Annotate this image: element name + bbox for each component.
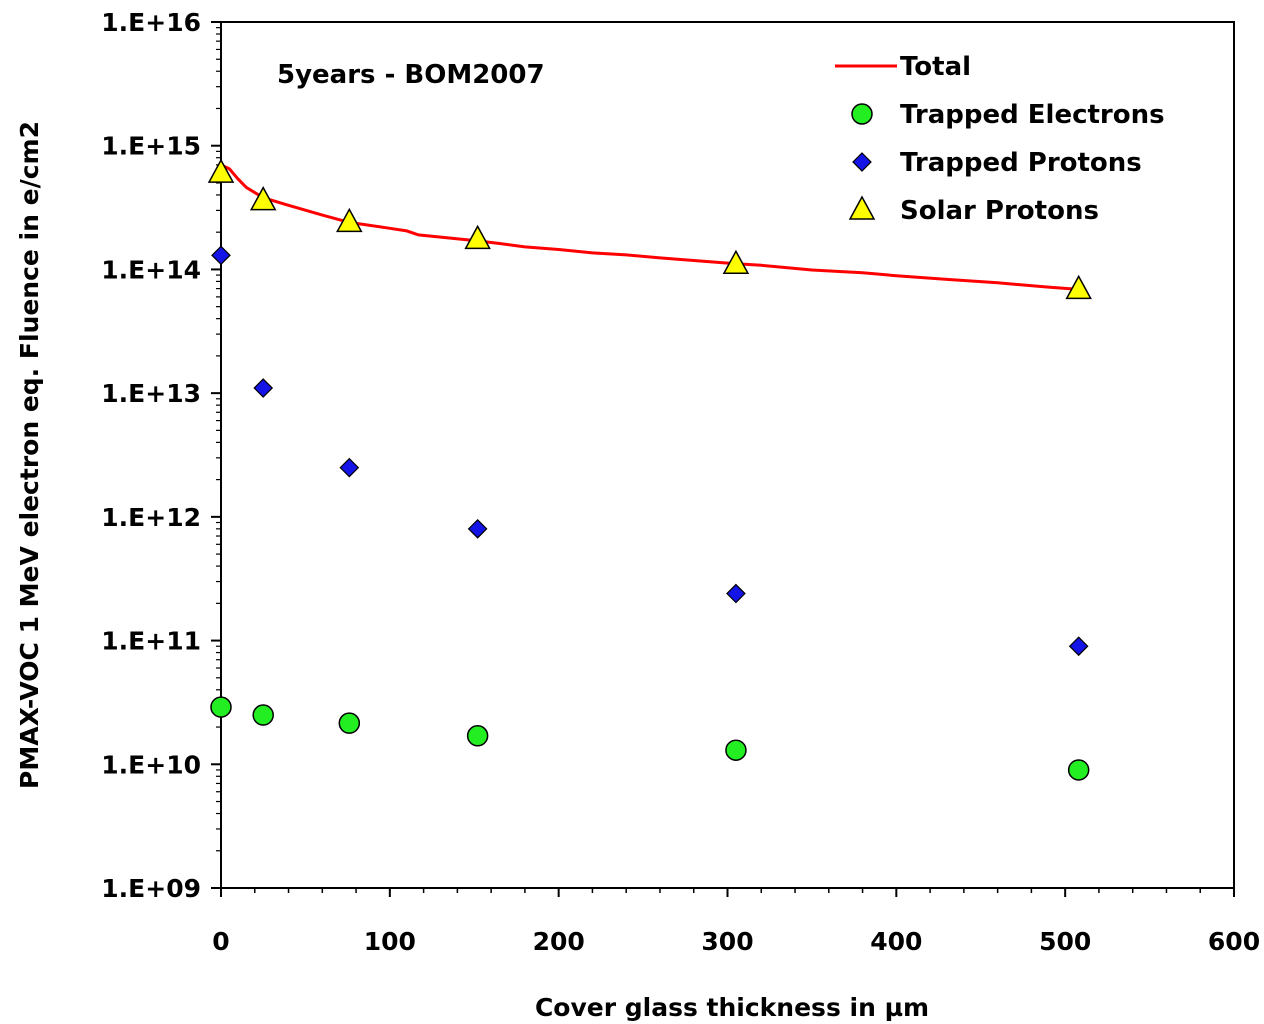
- trapped-protons-point: [339, 457, 360, 478]
- solar-protons-point: [464, 224, 491, 250]
- trapped-electrons-point: [338, 712, 361, 734]
- trapped-protons-point: [253, 378, 274, 398]
- x-tick-label: 100: [364, 927, 416, 956]
- y-axis: 1.E+09 1.E+10 1.E+11 1.E+12 1.E+13 1.E+14 1.E+…: [101, 8, 221, 903]
- legend-label-trapped-protons: Trapped Protons: [900, 148, 1142, 178]
- trapped-protons-point: [211, 245, 231, 266]
- legend-swatch-solar-protons: [848, 195, 876, 220]
- legend-swatch-trapped-electrons: [851, 103, 873, 125]
- trapped-protons-point: [467, 518, 488, 539]
- solar-protons-point: [207, 158, 235, 183]
- x-tick-label: 600: [1208, 927, 1260, 956]
- x-tick-label: 300: [701, 927, 753, 956]
- chart-annotation: 5years - BOM2007: [277, 60, 545, 90]
- y-tick-label: 1.E+13: [101, 379, 201, 408]
- trapped-protons-point: [1068, 636, 1089, 657]
- x-axis: 0 100 200 300 400 500 600: [212, 888, 1260, 956]
- y-axis-title: PMAX-VOC 1 MeV electron eq. Fluence in e…: [15, 121, 44, 789]
- y-tick-label: 1.E+15: [101, 132, 201, 161]
- legend-swatch-trapped-protons: [852, 152, 872, 172]
- y-tick-label: 1.E+14: [101, 255, 201, 284]
- total-line: [220, 163, 1079, 291]
- trapped-electrons-point: [210, 696, 232, 718]
- x-tick-label: 200: [533, 927, 585, 956]
- solar-protons-point: [722, 249, 750, 275]
- legend: Total Trapped Electrons Trapped Protons Sol…: [835, 52, 1165, 226]
- y-tick-label: 1.E+09: [101, 874, 201, 903]
- trapped-electrons-point: [1067, 759, 1090, 781]
- y-tick-label: 1.E+11: [101, 627, 201, 656]
- y-tick-label: 1.E+10: [101, 750, 201, 779]
- trapped-electrons-point: [725, 739, 747, 761]
- solar-protons-point: [249, 186, 277, 211]
- solar-protons-point: [1065, 274, 1092, 300]
- trapped-protons-point: [726, 583, 746, 604]
- solar-protons-point: [336, 207, 363, 233]
- x-axis-title: Cover glass thickness in µm: [535, 993, 929, 1022]
- trapped-electrons-point: [466, 725, 489, 747]
- y-tick-label: 1.E+12: [101, 503, 201, 532]
- legend-label-solar-protons: Solar Protons: [900, 196, 1099, 226]
- legend-label-total: Total: [900, 52, 971, 82]
- legend-label-trapped-electrons: Trapped Electrons: [900, 100, 1165, 130]
- x-tick-label: 400: [870, 927, 922, 956]
- trapped-electrons-point: [252, 704, 274, 726]
- series-layer: [207, 158, 1092, 781]
- x-tick-label: 0: [212, 927, 229, 956]
- y-tick-label: 1.E+16: [101, 8, 201, 37]
- x-tick-label: 500: [1039, 927, 1091, 956]
